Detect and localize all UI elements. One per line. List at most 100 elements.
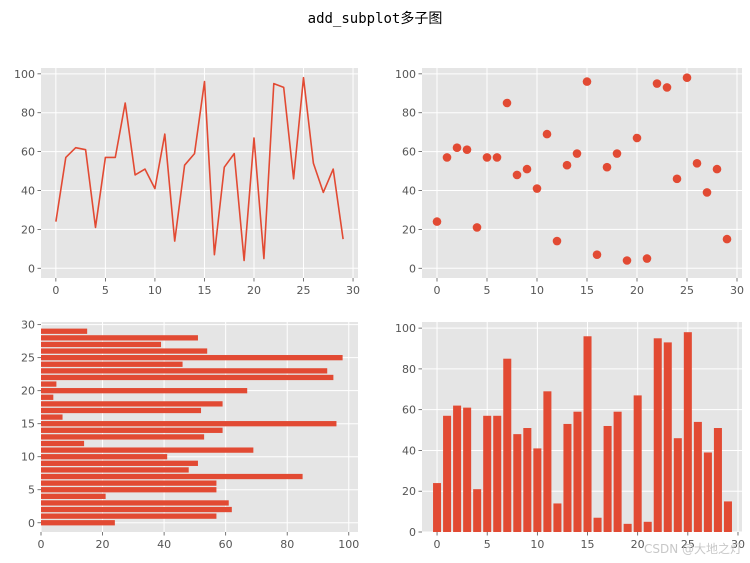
y-tick-label: 20 [21, 385, 35, 398]
x-tick-label: 20 [630, 284, 644, 297]
x-tick-label: 15 [580, 284, 594, 297]
scatter-point [642, 254, 652, 263]
x-tick-label: 5 [102, 284, 109, 297]
watermark: CSDN @大地之灯 [643, 542, 742, 556]
bar [41, 421, 337, 427]
bar [443, 415, 452, 532]
scatter-point [492, 153, 502, 162]
bar [41, 460, 198, 466]
bar [673, 438, 682, 532]
bar [713, 428, 722, 532]
x-tick-label: 25 [681, 538, 695, 551]
bar [41, 447, 254, 453]
scatter-point [432, 217, 442, 226]
bar [433, 483, 442, 532]
bar [41, 473, 303, 480]
x-tick-label: 25 [680, 284, 694, 297]
bar [623, 523, 632, 532]
plot-background [41, 68, 358, 278]
bar [41, 414, 63, 420]
y-tick-label: 60 [402, 146, 416, 159]
y-tick-label: 5 [28, 484, 35, 497]
x-tick-label: 25 [297, 284, 311, 297]
scatter-point [692, 158, 702, 168]
figure-title: add_subplot多子图 [307, 11, 443, 27]
y-tick-label: 0 [28, 262, 35, 275]
x-tick-label: 80 [280, 538, 294, 551]
bar [593, 517, 602, 532]
scatter-point [722, 234, 732, 244]
y-tick-label: 20 [21, 223, 35, 236]
scatter-point [532, 184, 542, 193]
bar [41, 500, 229, 506]
bar [493, 415, 502, 532]
y-tick-label: 20 [402, 485, 416, 498]
scatter-point [712, 164, 722, 174]
y-tick-label: 40 [21, 185, 35, 198]
x-tick-label: 0 [38, 538, 45, 551]
scatter-point [472, 223, 482, 232]
x-tick-label: 5 [484, 538, 491, 551]
bar [553, 503, 562, 532]
x-tick-label: 40 [157, 538, 171, 551]
bar [41, 434, 205, 440]
y-tick-label: 60 [402, 404, 416, 417]
y-tick-label: 0 [409, 526, 416, 539]
scatter-point [622, 256, 632, 265]
bar [41, 513, 217, 519]
x-tick-label: 20 [96, 538, 110, 551]
bar [41, 440, 85, 447]
scatter-point [592, 250, 602, 259]
y-tick-label: 80 [402, 363, 416, 376]
bar [583, 336, 592, 532]
bar [41, 374, 334, 381]
x-tick-label: 0 [434, 284, 441, 297]
scatter-point [632, 133, 642, 143]
scatter-point [542, 129, 552, 139]
y-tick-label: 0 [409, 262, 416, 275]
line-subplot: 0 5 10 15 20 25 30 0 20 40 60 80 100 [14, 68, 360, 297]
x-tick-label: 15 [197, 284, 211, 297]
y-tick-label: 100 [395, 322, 416, 335]
x-tick-label: 60 [219, 538, 233, 551]
scatter-point [582, 77, 592, 86]
plot-background [422, 68, 742, 278]
bar [603, 425, 612, 532]
y-tick-label: 10 [21, 451, 35, 464]
scatter-point [572, 149, 582, 158]
scatter-point [512, 170, 522, 180]
x-tick-label: 5 [484, 284, 491, 297]
y-tick-label: 0 [28, 517, 35, 530]
scatter-point [452, 143, 462, 153]
bar [543, 391, 552, 532]
x-tick-label: 20 [247, 284, 261, 297]
scatter-point [442, 153, 452, 162]
scatter-point [612, 149, 622, 158]
y-tick-label: 20 [402, 223, 416, 236]
x-tick-label: 30 [731, 538, 745, 551]
y-tick-label: 40 [402, 444, 416, 457]
bar [41, 401, 223, 407]
bar [41, 335, 198, 341]
bar-subplot: 0 5 10 15 20 25 30 0 20 40 60 80 100 [395, 322, 745, 551]
scatter-point [562, 160, 572, 170]
y-tick-label: 15 [21, 418, 35, 431]
bar [453, 405, 462, 532]
x-tick-label: 20 [631, 538, 645, 551]
bar [41, 493, 106, 499]
bar [41, 388, 248, 394]
x-tick-label: 30 [346, 284, 360, 297]
y-tick-label: 80 [21, 107, 35, 120]
bar [703, 452, 712, 532]
scatter-point [652, 79, 662, 88]
bar [573, 411, 582, 532]
x-tick-label: 10 [530, 284, 544, 297]
y-tick-label: 100 [395, 68, 416, 81]
y-tick-label: 80 [402, 107, 416, 120]
scatter-point [682, 73, 692, 83]
bar [523, 428, 532, 532]
bar [41, 467, 189, 473]
x-tick-label: 10 [530, 538, 544, 551]
y-tick-label: 60 [21, 146, 35, 159]
